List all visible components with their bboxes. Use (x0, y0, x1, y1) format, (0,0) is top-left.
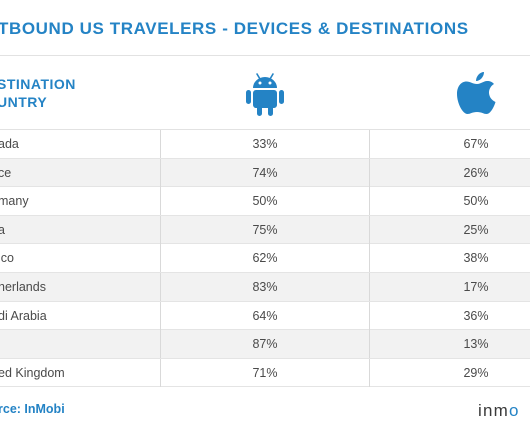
ios-share-cell: 25% (463, 222, 489, 237)
brand-logo: inmo (478, 401, 520, 421)
ios-share-cell: 67% (463, 137, 489, 151)
header-bottom-divider (0, 129, 530, 130)
header-label-line-2: UNTRY (0, 94, 48, 110)
apple-icon (457, 72, 496, 114)
ios-share-cell: 26% (463, 165, 489, 180)
ios-share-cell: 50% (463, 194, 489, 209)
header-top-divider (0, 55, 530, 56)
table-row: ce 74% 26% (0, 158, 530, 188)
country-cell: herlands (0, 279, 46, 294)
android-share-cell: 75% (160, 215, 370, 244)
android-share-cell: 74% (160, 158, 370, 187)
brand-logo-main: inm (478, 401, 509, 420)
country-cell: ada (0, 137, 19, 151)
country-cell: ce (0, 165, 12, 180)
source-credit: rce: InMobi (0, 402, 65, 416)
country-cell: ico (0, 251, 14, 266)
android-share-cell: 50% (160, 187, 370, 216)
ios-share-cell: 29% (463, 365, 489, 380)
country-cell: a (0, 222, 5, 237)
android-share-cell: 87% (160, 330, 370, 359)
table-row: many 50% 50% (0, 187, 530, 216)
table-row: 87% 13% (0, 330, 530, 359)
table-row: ico 62% 38% (0, 244, 530, 273)
ios-share-cell: 17% (463, 279, 489, 294)
android-share-cell: 71% (160, 358, 370, 387)
table-row: herlands 83% 17% (0, 272, 530, 302)
android-share-cell: 62% (160, 244, 370, 273)
page-title: TBOUND US TRAVELERS - DEVICES & DESTINAT… (0, 19, 469, 38)
country-cell: many (0, 194, 29, 209)
table-row: ed Kingdom 71% 29% (0, 358, 530, 388)
data-table: ada 33% 67% ce 74% 26% many 50% 50% a 75% 25% ico 62%… (0, 130, 530, 388)
android-share-cell: 33% (160, 130, 370, 158)
country-cell: ed Kingdom (0, 365, 65, 380)
brand-logo-tail: o (509, 401, 520, 420)
header-label-line-1: STINATION (0, 76, 76, 92)
table-row: a 75% 25% (0, 215, 530, 245)
ios-share-cell: 13% (463, 337, 489, 352)
country-cell: di Arabia (0, 308, 47, 323)
android-icon (246, 73, 284, 116)
ios-share-cell: 36% (463, 308, 489, 323)
android-share-cell: 83% (160, 272, 370, 301)
ios-share-cell: 38% (463, 251, 489, 266)
table-row: ada 33% 67% (0, 130, 530, 159)
destination-country-header: STINATION UNTRY (0, 75, 76, 111)
android-share-cell: 64% (160, 301, 370, 330)
table-row: di Arabia 64% 36% (0, 301, 530, 331)
